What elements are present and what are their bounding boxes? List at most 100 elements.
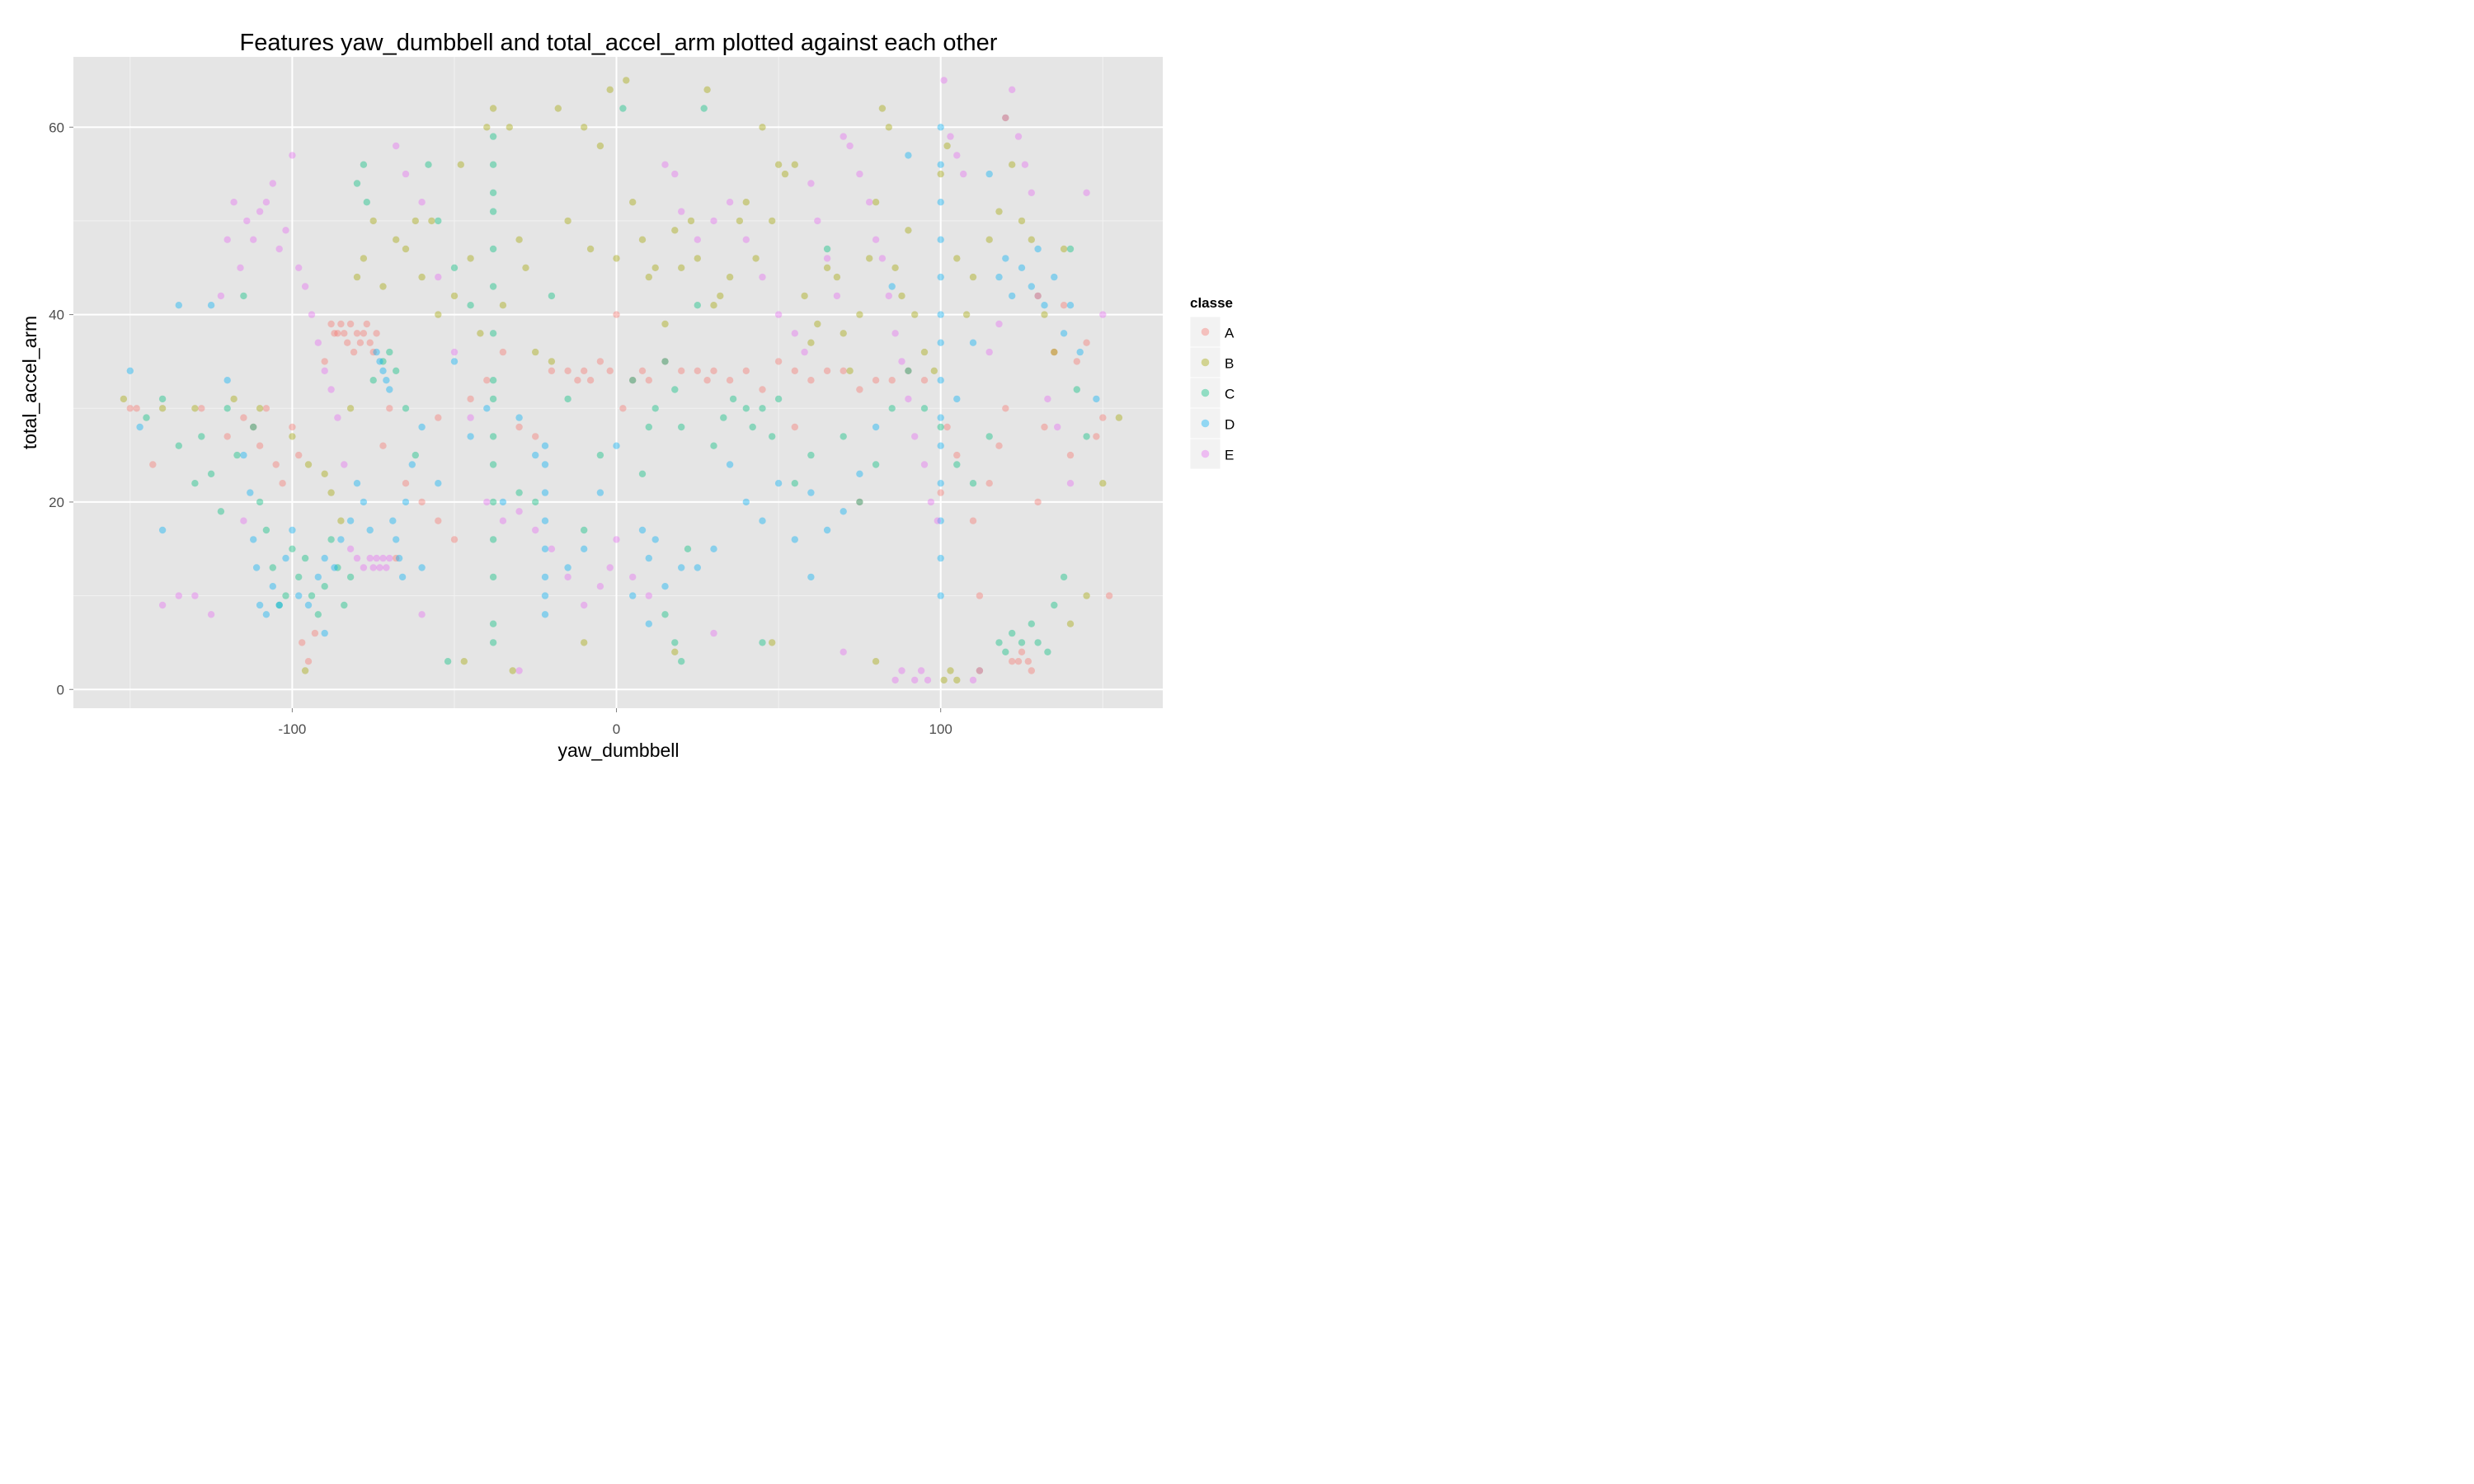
data-point [435,311,442,318]
data-point [554,105,562,112]
data-point [379,367,387,374]
data-point [450,536,459,543]
data-point [301,283,309,290]
data-point [279,480,286,487]
data-point [314,339,322,346]
data-point [489,283,497,290]
data-point [736,217,744,225]
data-point [840,330,847,337]
data-point [450,264,459,271]
data-point [393,236,400,243]
data-point [823,264,831,271]
data-point [898,292,905,300]
data-point [969,676,977,684]
data-point [269,583,276,590]
data-point [678,564,685,571]
data-point [275,601,283,609]
data-point [1018,217,1026,225]
data-point [289,526,296,534]
data-point [1018,648,1026,655]
data-point [613,311,620,318]
data-point [564,395,571,403]
data-point [337,517,345,524]
data-point [327,320,335,328]
data-point [774,480,783,487]
data-point [1002,405,1009,412]
data-point [920,377,929,384]
data-point [489,189,497,196]
data-point [321,367,328,374]
data-point [1060,302,1068,309]
data-point [366,526,374,534]
data-point [888,405,896,412]
data-point [1066,451,1075,459]
data-point [638,236,647,243]
data-point [953,461,961,468]
data-point [1014,133,1023,140]
data-point [720,414,727,421]
data-point [774,395,783,403]
data-point [905,367,912,374]
data-point [240,517,247,524]
data-point [126,367,134,374]
data-point [905,227,912,234]
data-point [373,554,380,562]
data-point [684,545,692,552]
data-point [1002,114,1009,122]
legend-swatch [1201,449,1210,458]
legend-item-E: E [1189,438,1234,470]
data-point [791,367,798,374]
data-point [769,217,776,225]
data-point [953,676,961,684]
data-point [774,358,783,365]
data-point [402,498,410,506]
data-point [341,330,348,337]
data-point [678,423,685,431]
data-point [1051,601,1058,609]
data-point [645,620,652,627]
data-point [360,161,368,168]
data-point [133,405,140,412]
data-point [515,423,523,431]
data-point [295,264,303,271]
data-point [969,339,977,346]
data-point [386,348,393,356]
legend-key [1189,438,1221,470]
data-point [435,273,442,281]
data-point [489,573,497,581]
data-points [120,77,1123,684]
data-point [678,264,685,271]
data-point [807,451,815,459]
data-point [937,339,944,346]
data-point [379,442,387,449]
data-point [937,489,944,496]
data-point [661,161,669,168]
data-point [1060,573,1068,581]
data-point [586,377,595,384]
data-point [548,292,556,300]
legend-title: classe [1190,295,1233,311]
data-point [638,526,647,534]
data-point [532,498,539,506]
data-point [872,423,880,431]
data-point [1105,592,1113,599]
data-point [710,367,717,374]
data-point [243,217,251,225]
data-point [801,348,808,356]
data-point [515,489,523,496]
data-point [742,236,750,243]
data-point [314,611,322,618]
data-point [1066,245,1075,253]
data-point [671,170,679,178]
data-point [467,395,474,403]
data-point [581,526,588,534]
data-point [759,405,766,412]
data-point [360,255,368,262]
data-point [369,564,377,571]
data-point [1028,620,1036,627]
data-point [489,461,497,468]
data-point [532,451,539,459]
data-point [969,517,977,524]
data-point [742,498,750,506]
data-point [823,245,831,253]
